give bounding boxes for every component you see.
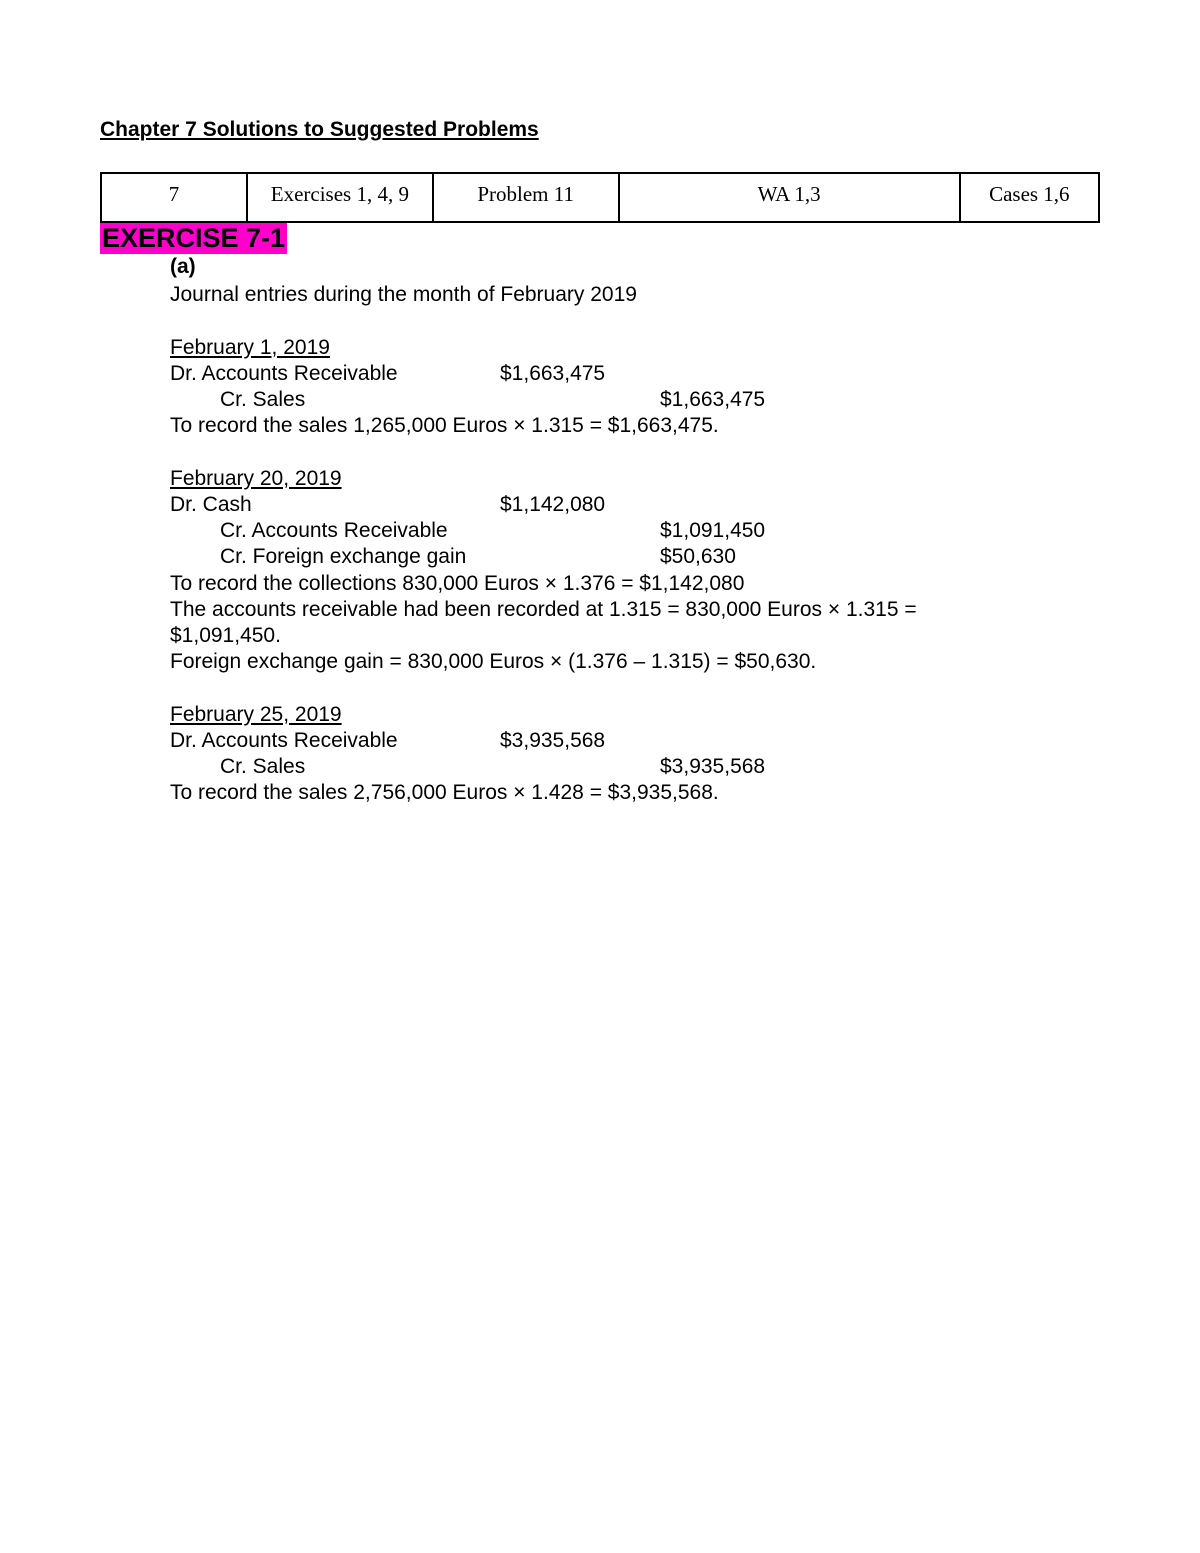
debit-amount (500, 544, 660, 570)
intro-text: Journal entries during the month of Febr… (170, 282, 990, 308)
journal-entry: February 20, 2019 Dr. Cash $1,142,080 Cr… (170, 466, 990, 676)
debit-amount (500, 387, 660, 413)
entry-note: The accounts receivable had been recorde… (170, 597, 990, 650)
entry-date: February 20, 2019 (170, 466, 990, 492)
header-cell-cases: Cases 1,6 (960, 173, 1099, 222)
entry-note: Foreign exchange gain = 830,000 Euros × … (170, 649, 990, 675)
credit-amount: $1,663,475 (660, 387, 820, 413)
account-name: Dr. Cash (170, 492, 500, 518)
journal-line: Cr. Sales $1,663,475 (170, 387, 990, 413)
debit-amount: $1,142,080 (500, 492, 660, 518)
credit-amount: $50,630 (660, 544, 820, 570)
journal-entry: February 1, 2019 Dr. Accounts Receivable… (170, 335, 990, 440)
credit-amount (660, 492, 820, 518)
exercise-content: (a) Journal entries during the month of … (170, 254, 990, 807)
credit-amount: $3,935,568 (660, 754, 820, 780)
debit-amount (500, 754, 660, 780)
entry-date: February 25, 2019 (170, 702, 990, 728)
entry-note: To record the collections 830,000 Euros … (170, 571, 990, 597)
debit-amount (500, 518, 660, 544)
journal-line: Dr. Cash $1,142,080 (170, 492, 990, 518)
entry-date: February 1, 2019 (170, 335, 990, 361)
journal-entry: February 25, 2019 Dr. Accounts Receivabl… (170, 702, 990, 807)
account-name: Dr. Accounts Receivable (170, 728, 500, 754)
journal-line: Cr. Foreign exchange gain $50,630 (170, 544, 990, 570)
account-name: Cr. Foreign exchange gain (170, 544, 500, 570)
credit-amount: $1,091,450 (660, 518, 820, 544)
entry-note: To record the sales 2,756,000 Euros × 1.… (170, 780, 990, 806)
account-name: Dr. Accounts Receivable (170, 361, 500, 387)
header-cell-exercises: Exercises 1, 4, 9 (247, 173, 433, 222)
account-name: Cr. Accounts Receivable (170, 518, 500, 544)
part-label: (a) (170, 254, 990, 280)
page-title: Chapter 7 Solutions to Suggested Problem… (100, 118, 1102, 142)
journal-line: Cr. Accounts Receivable $1,091,450 (170, 518, 990, 544)
credit-amount (660, 361, 820, 387)
header-cell-problem: Problem 11 (433, 173, 619, 222)
debit-amount: $3,935,568 (500, 728, 660, 754)
header-cell-wa: WA 1,3 (619, 173, 960, 222)
account-name: Cr. Sales (170, 387, 500, 413)
header-cell-chapter: 7 (101, 173, 247, 222)
journal-line: Dr. Accounts Receivable $1,663,475 (170, 361, 990, 387)
exercise-heading: EXERCISE 7-1 (100, 223, 287, 254)
debit-amount: $1,663,475 (500, 361, 660, 387)
table-row: 7 Exercises 1, 4, 9 Problem 11 WA 1,3 Ca… (101, 173, 1099, 222)
credit-amount (660, 728, 820, 754)
account-name: Cr. Sales (170, 754, 500, 780)
journal-line: Dr. Accounts Receivable $3,935,568 (170, 728, 990, 754)
entry-note: To record the sales 1,265,000 Euros × 1.… (170, 413, 990, 439)
journal-line: Cr. Sales $3,935,568 (170, 754, 990, 780)
header-table: 7 Exercises 1, 4, 9 Problem 11 WA 1,3 Ca… (100, 172, 1100, 223)
